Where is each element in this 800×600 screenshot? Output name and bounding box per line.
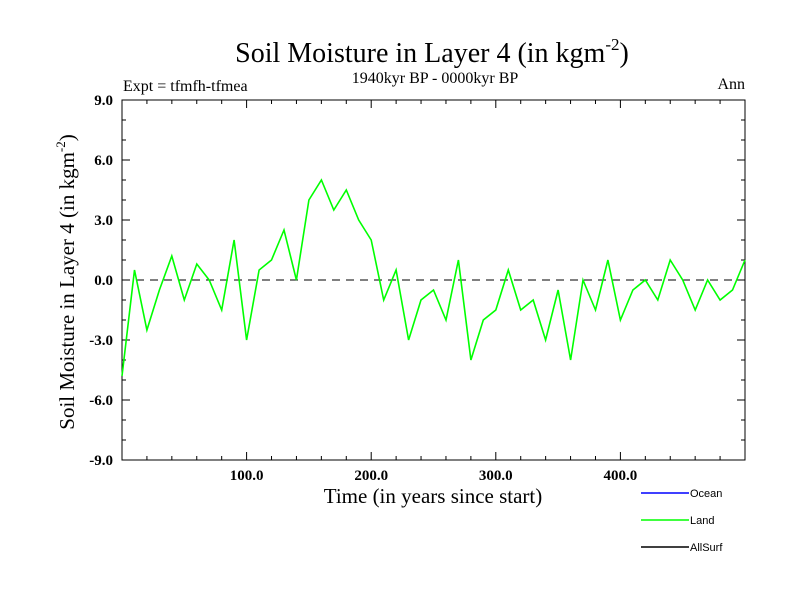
chart-title-close: ) xyxy=(620,38,629,69)
x-axis-label: Time (in years since start) xyxy=(324,484,543,508)
y-tick-labels: 9.0 6.0 3.0 0.0 -3.0 -6.0 -9.0 xyxy=(89,93,113,469)
expt-label: Expt = tfmfh-tfmea xyxy=(123,78,248,95)
legend: Ocean Land AllSurf xyxy=(641,488,723,554)
x-tick-labels: 100.0 200.0 300.0 400.0 xyxy=(230,468,638,484)
axis-ticks xyxy=(121,99,746,461)
x-tick-label: 100.0 xyxy=(230,468,264,484)
y-tick-label: -6.0 xyxy=(89,393,113,409)
x-tick-label: 300.0 xyxy=(479,468,513,484)
legend-label-allsurf: AllSurf xyxy=(690,542,723,554)
legend-label-land: Land xyxy=(690,515,714,527)
series-layer xyxy=(121,178,746,377)
chart-title: Soil Moisture in Layer 4 (in kgm-2) xyxy=(235,35,629,69)
y-tick-label: 0.0 xyxy=(94,273,113,289)
y-axis-label-sup: -2 xyxy=(53,141,68,152)
y-axis-label: Soil Moisture in Layer 4 (in kgm-2) xyxy=(53,134,79,429)
y-tick-label: -3.0 xyxy=(89,333,113,349)
y-tick-label: -9.0 xyxy=(89,453,113,469)
y-tick-label: 9.0 xyxy=(94,93,113,109)
chart-title-sup: -2 xyxy=(605,35,619,54)
chart-subtitle: 1940kyr BP - 0000kyr BP xyxy=(352,70,519,87)
legend-label-ocean: Ocean xyxy=(690,488,722,500)
y-tick-label: 6.0 xyxy=(94,153,113,169)
x-tick-label: 200.0 xyxy=(354,468,388,484)
series-line-land xyxy=(121,178,746,377)
chart-title-main: Soil Moisture in Layer 4 (in kgm xyxy=(235,38,605,69)
season-label: Ann xyxy=(717,76,745,93)
y-axis-label-close: ) xyxy=(55,134,79,141)
y-tick-label: 3.0 xyxy=(94,213,113,229)
y-axis-label-main: Soil Moisture in Layer 4 (in kgm xyxy=(55,152,79,430)
x-tick-label: 400.0 xyxy=(604,468,638,484)
